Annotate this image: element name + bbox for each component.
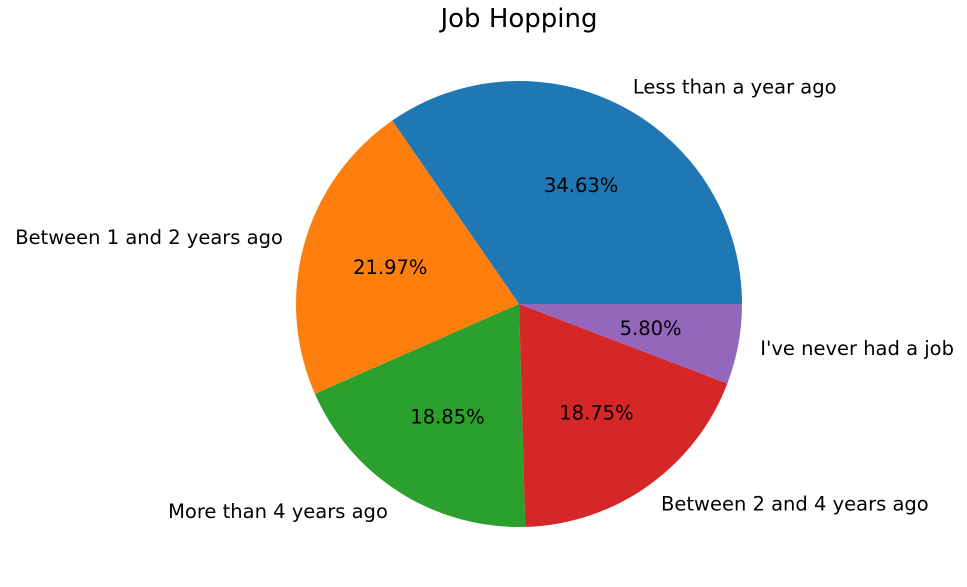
pct-label-more-than-4-years-ago: 18.85%: [410, 406, 484, 429]
slice-labels: Less than a year ago Between 1 and 2 year…: [15, 75, 954, 523]
slice-label-more-than-4-years-ago: More than 4 years ago: [168, 500, 388, 523]
pct-label-less-than-a-year-ago: 34.63%: [544, 174, 618, 197]
percent-labels: 34.63% 21.97% 18.85% 18.75% 5.80%: [353, 174, 681, 429]
slice-label-between-2-and-4-years-ago: Between 2 and 4 years ago: [661, 493, 929, 516]
slice-label-less-than-a-year-ago: Less than a year ago: [633, 75, 837, 98]
pct-label-between-1-and-2-years-ago: 21.97%: [353, 256, 427, 279]
chart-title: Job Hopping: [438, 4, 597, 34]
slice-more-than-4-years-ago: [314, 304, 526, 527]
pct-label-between-2-and-4-years-ago: 18.75%: [559, 402, 633, 425]
slice-less-than-a-year-ago: [392, 80, 742, 304]
slice-label-between-1-and-2-years-ago: Between 1 and 2 years ago: [15, 226, 283, 249]
slice-i-ve-never-had-a-job: [519, 304, 742, 384]
pct-label-i-ve-never-had-a-job: 5.80%: [620, 317, 682, 340]
slice-between-2-and-4-years-ago: [519, 304, 728, 527]
pie-slices: [295, 80, 742, 527]
slice-label-i-ve-never-had-a-job: I've never had a job: [760, 337, 954, 360]
slice-between-1-and-2-years-ago: [295, 120, 519, 394]
